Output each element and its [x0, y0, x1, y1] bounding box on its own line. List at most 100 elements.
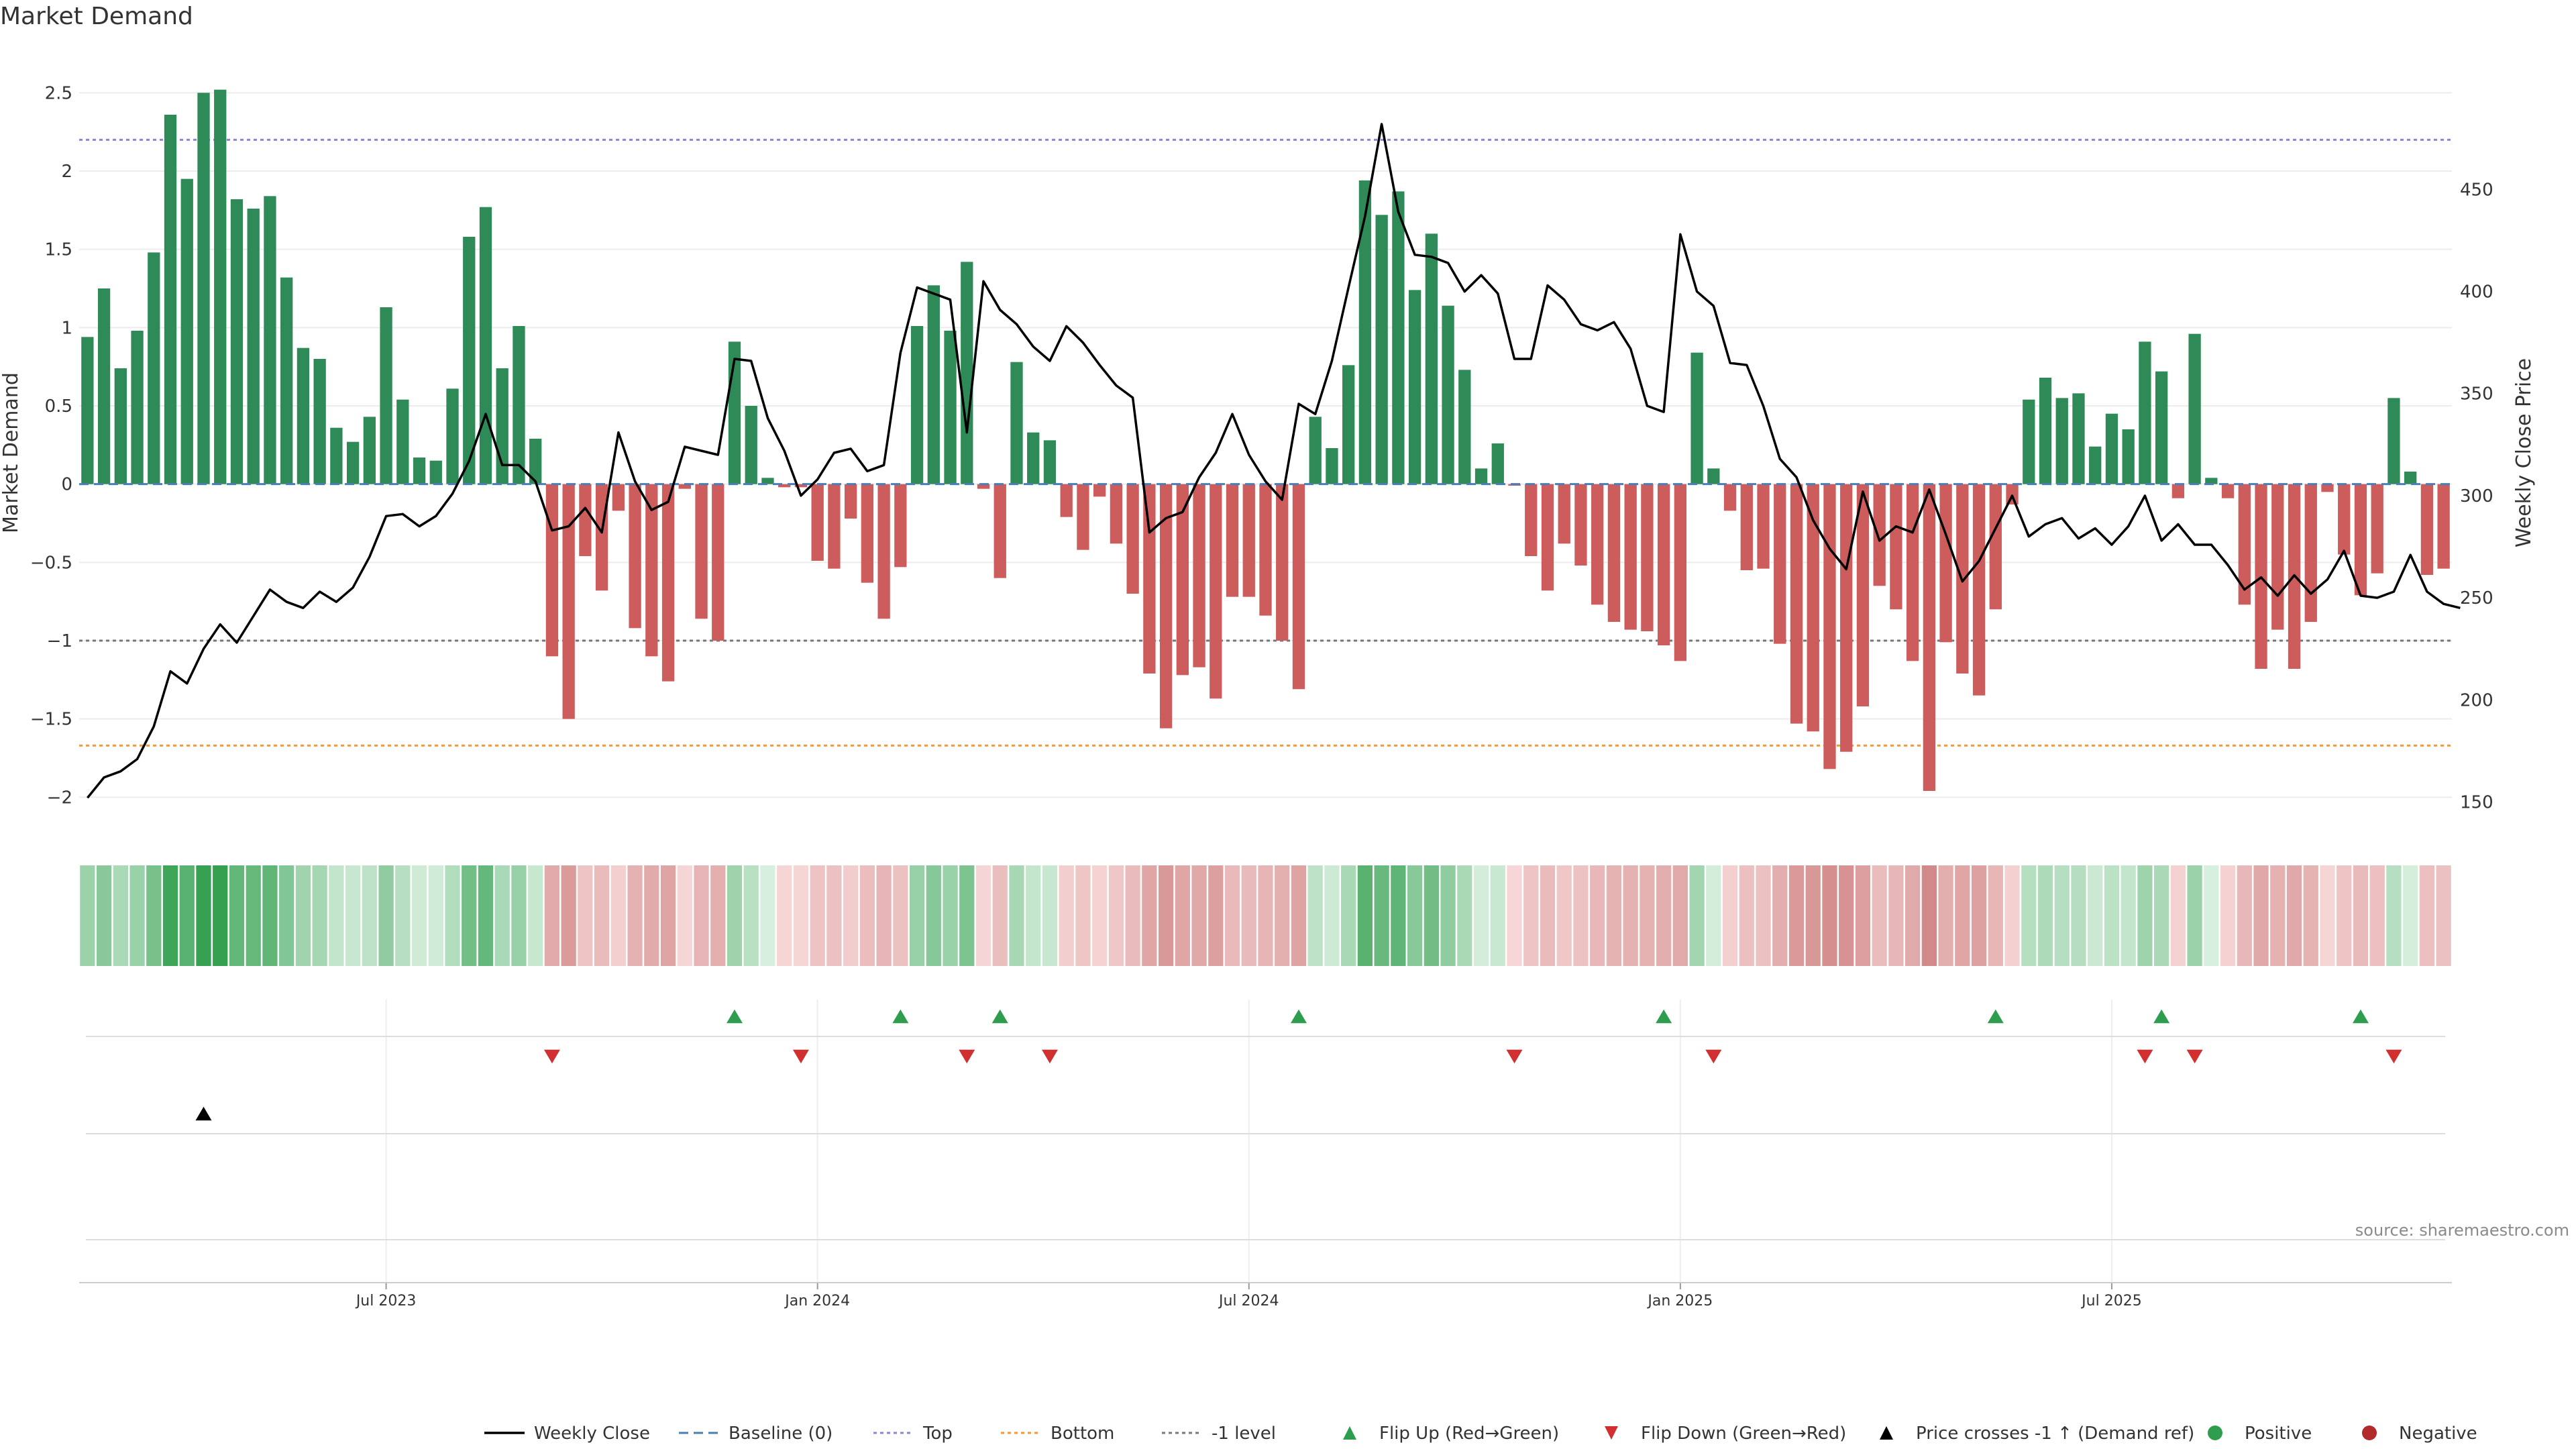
- demand-bar: [1624, 484, 1637, 630]
- demand-bar: [280, 277, 293, 484]
- heat-strip-cell: [1224, 865, 1240, 966]
- heat-strip-cell: [494, 865, 510, 966]
- demand-bar: [927, 285, 940, 484]
- legend-swatch: [2362, 1426, 2377, 1440]
- heat-strip-cell: [2369, 865, 2385, 966]
- heat-strip-cell: [727, 865, 743, 966]
- heat-strip-cell: [594, 865, 610, 966]
- heat-strip-cell: [1888, 865, 1904, 966]
- demand-bar: [1641, 484, 1654, 631]
- legend-item-negative: Negative: [2362, 1424, 2477, 1444]
- heat-strip-cell: [362, 865, 377, 966]
- demand-bar: [645, 484, 658, 657]
- heat-strip-cell: [196, 865, 211, 966]
- demand-bar: [2387, 398, 2400, 484]
- demand-bar: [1474, 468, 1488, 484]
- demand-bar: [313, 359, 326, 484]
- heat-strip-cell: [2054, 865, 2070, 966]
- heat-strip-cell: [2137, 865, 2153, 966]
- heat-strip-cell: [1125, 865, 1140, 966]
- demand-bar: [346, 441, 360, 484]
- flip-down-marker: [1506, 1049, 1523, 1064]
- legend-item-flip-down: Flip Down (Green→Red): [1605, 1424, 1846, 1444]
- heat-strip-cell: [1623, 865, 1638, 966]
- heat-strip-cell: [511, 865, 527, 966]
- heat-strip-cell: [229, 865, 245, 966]
- y2-tick-label: 300: [2460, 486, 2493, 506]
- heat-strip-cell: [1341, 865, 1356, 966]
- demand-bar: [1525, 484, 1538, 556]
- demand-bar: [1226, 484, 1239, 597]
- heat-strip-cell: [2403, 865, 2418, 966]
- legend-item-positive: Positive: [2208, 1424, 2312, 1444]
- demand-bar: [1491, 443, 1504, 484]
- heat-strip-cell: [677, 865, 692, 966]
- heat-strip-cell: [2154, 865, 2169, 966]
- legend-item-weekly-close: Weekly Close: [484, 1424, 650, 1444]
- demand-bar: [778, 484, 791, 488]
- demand-bar: [81, 337, 94, 484]
- heat-strip-cell: [1556, 865, 1572, 966]
- demand-bar: [1790, 484, 1803, 724]
- heat-strip-cell: [2237, 865, 2252, 966]
- heat-strip-cell: [2088, 865, 2103, 966]
- heat-strip-cell: [262, 865, 278, 966]
- flip-down-marker: [2385, 1049, 2402, 1064]
- heat-strip-cell: [129, 865, 145, 966]
- heat-strip-cell: [992, 865, 1008, 966]
- heat-strip-cell: [660, 865, 676, 966]
- heat-strip-cell: [1788, 865, 1805, 966]
- demand-bar: [1774, 484, 1786, 644]
- demand-bar: [1923, 484, 1936, 791]
- legend-label: Flip Up (Red→Green): [1379, 1424, 1559, 1444]
- demand-bar: [2271, 484, 2284, 630]
- demand-bar: [2321, 484, 2334, 492]
- heat-strip-cell: [179, 865, 195, 966]
- demand-bar: [230, 199, 244, 484]
- heat-strip-cell: [329, 865, 344, 966]
- heat-strip-cell: [2220, 865, 2236, 966]
- source-credit: source: sharemaestro.com: [2355, 1221, 2569, 1240]
- heat-strip-cell: [113, 865, 128, 966]
- y2-tick-label: 450: [2460, 180, 2493, 200]
- heat-strip-cell: [2004, 865, 2020, 966]
- heat-strip-cell: [610, 865, 626, 966]
- demand-bar: [1807, 484, 1819, 732]
- legend-item-baseline: Baseline (0): [679, 1424, 833, 1444]
- demand-bar: [2404, 472, 2417, 484]
- demand-bar: [297, 347, 310, 484]
- demand-bar: [197, 93, 210, 484]
- demand-bar: [1541, 484, 1554, 591]
- demand-bar: [1607, 484, 1621, 622]
- legend-swatch: [1605, 1426, 1618, 1440]
- heat-strip-cell: [843, 865, 859, 966]
- demand-bar: [1723, 484, 1737, 511]
- demand-bar: [1408, 290, 1421, 484]
- demand-bar: [1126, 484, 1139, 594]
- heat-strip-cell: [644, 865, 659, 966]
- demand-bar: [1043, 440, 1057, 484]
- heat-strip-cell: [1938, 865, 1953, 966]
- demand-bar: [977, 484, 990, 489]
- y-tick-label: −2: [47, 788, 72, 808]
- heat-strip-cell: [1324, 865, 1340, 966]
- heat-strip-cell: [1971, 865, 1987, 966]
- heat-strip-cell: [445, 865, 460, 966]
- x-tick-label: Jan 2025: [1646, 1293, 1713, 1309]
- y2-tick-label: 400: [2460, 282, 2493, 303]
- heat-strip-cell: [1042, 865, 1058, 966]
- heat-strip-cell: [2037, 865, 2053, 966]
- heat-strip-cell: [80, 865, 95, 966]
- demand-bar: [2089, 446, 2102, 484]
- legend-swatch: [1343, 1426, 1356, 1440]
- legend-item-minus-one: -1 level: [1162, 1424, 1276, 1444]
- heat-strip-cell: [1258, 865, 1273, 966]
- heat-strip-cell: [1640, 865, 1655, 966]
- legend-item-bottom: Bottom: [1001, 1424, 1114, 1444]
- demand-bar: [1210, 484, 1222, 699]
- demand-bar: [579, 484, 592, 556]
- heat-strip-cell: [1573, 865, 1589, 966]
- demand-bar: [828, 484, 841, 569]
- demand-bar: [2304, 484, 2317, 622]
- demand-bar: [1840, 484, 1853, 752]
